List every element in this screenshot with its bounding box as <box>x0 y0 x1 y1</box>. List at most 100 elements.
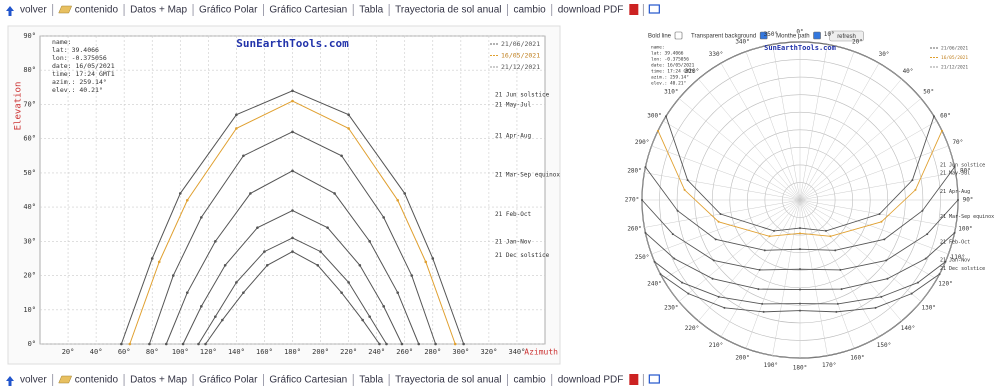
series-label: 21 Dec solstice <box>940 266 985 272</box>
nav-link[interactable]: Tabla <box>359 375 383 386</box>
nav-link[interactable]: Gráfico Cartesian <box>269 375 347 386</box>
path-point <box>763 249 766 252</box>
azimuth-spoke <box>799 145 949 201</box>
path-point <box>653 260 656 263</box>
series-label: 21 Apr-Aug <box>495 132 532 139</box>
control-label: Transparent background <box>691 34 756 40</box>
path-point <box>762 310 765 313</box>
path-point <box>773 229 776 232</box>
path-point <box>157 260 161 264</box>
legend-label: 21/06/2021 <box>501 40 540 48</box>
y-tick-label: 60° <box>23 135 36 143</box>
info-line: lat: 39.4066 <box>651 51 684 57</box>
path-point <box>396 198 400 202</box>
nav-link[interactable]: Gráfico Cartesian <box>269 5 347 16</box>
path-point <box>768 235 771 238</box>
azimuth-spoke <box>772 44 801 201</box>
path-point <box>434 342 437 346</box>
nav-link[interactable]: Datos + Map <box>130 375 187 386</box>
chart-title: SunEarthTools.com <box>764 44 836 52</box>
nav-link[interactable]: download PDF <box>558 5 624 16</box>
path-point <box>204 342 207 346</box>
back-arrow-icon <box>6 376 14 386</box>
refresh-button[interactable] <box>829 30 864 42</box>
path-point <box>462 342 465 346</box>
path-point <box>799 302 801 305</box>
nav-link[interactable]: Datos + Map <box>130 5 187 16</box>
path-point <box>291 130 294 134</box>
azimuth-spoke <box>663 199 801 280</box>
path-point <box>829 235 832 238</box>
y-tick-label: 20° <box>23 272 36 280</box>
path-point <box>333 192 336 195</box>
nav-link[interactable]: volver <box>20 5 47 16</box>
nav-link[interactable]: Gráfico Polar <box>199 375 258 386</box>
azimuth-spoke <box>799 51 855 201</box>
azimuth-label: 260° <box>627 226 641 233</box>
azimuth-label: 20° <box>852 39 863 46</box>
path-point <box>839 268 842 271</box>
azimuth-spoke <box>745 199 801 349</box>
path-point <box>758 268 761 271</box>
path-point <box>686 179 689 182</box>
azimuth-label: 120° <box>938 281 952 288</box>
path-point <box>799 227 801 230</box>
path-point <box>914 188 917 191</box>
series-label: 21 Feb-Oct <box>495 211 532 218</box>
azimuth-label: 350° <box>764 31 778 38</box>
x-tick-label: 220° <box>340 348 357 356</box>
azimuth-label: 130° <box>921 304 935 311</box>
path-point <box>926 233 929 236</box>
azimuth-label: 220° <box>685 325 699 332</box>
control-label: Monthe path <box>776 34 809 40</box>
path-point <box>834 249 837 252</box>
path-point <box>382 305 385 308</box>
nav-link[interactable]: volver <box>20 375 47 386</box>
azimuth-spoke <box>720 63 801 201</box>
nav-link[interactable]: contenido <box>75 5 119 16</box>
checkbox[interactable] <box>674 31 683 40</box>
print-icon <box>648 374 660 384</box>
series-label: 21 Jun solstice <box>940 163 985 169</box>
y-tick-label: 70° <box>23 100 36 108</box>
info-line: lon: -0.375056 <box>52 54 107 62</box>
x-tick-label: 40° <box>90 348 103 356</box>
path-point <box>291 89 294 93</box>
checkbox[interactable] <box>813 31 821 40</box>
x-tick-label: 200° <box>312 348 329 356</box>
refresh-label[interactable]: refresh <box>837 34 856 40</box>
path-point <box>921 209 924 212</box>
path-point <box>396 291 400 294</box>
nav-link[interactable]: Tabla <box>359 5 383 16</box>
path-point <box>291 209 294 212</box>
path-point <box>665 115 668 118</box>
azimuth-spoke <box>678 98 801 201</box>
path-point <box>185 291 189 294</box>
nav-link[interactable]: Trayectoria de sol anual <box>395 375 501 386</box>
path-point <box>150 257 154 260</box>
path-point <box>953 231 956 234</box>
info-line: name: <box>651 46 665 51</box>
checkbox[interactable] <box>759 31 768 40</box>
azimuth-spoke <box>651 145 801 201</box>
path-point <box>347 281 350 284</box>
nav-link[interactable]: download PDF <box>558 375 624 386</box>
nav-link[interactable]: cambio <box>513 5 546 16</box>
series-label: 21 Mar-Sep equinox <box>940 214 994 220</box>
path-point <box>291 99 294 103</box>
azimuth-label: 70° <box>952 139 963 146</box>
azimuth-spoke <box>799 172 956 201</box>
info-line: azim.: 259.14° <box>52 78 107 86</box>
path-point <box>878 213 881 216</box>
info-line: name: <box>52 38 72 46</box>
nav-link[interactable]: Trayectoria de sol anual <box>395 5 501 16</box>
path-point <box>128 342 132 346</box>
nav-link[interactable]: Gráfico Polar <box>199 5 258 16</box>
azimuth-spoke <box>799 199 922 302</box>
nav-link[interactable]: contenido <box>75 375 119 386</box>
nav-link[interactable]: cambio <box>513 375 546 386</box>
x-tick-label: 240° <box>368 348 385 356</box>
path-point <box>723 306 726 309</box>
path-point <box>836 302 839 305</box>
path-point <box>799 309 801 312</box>
